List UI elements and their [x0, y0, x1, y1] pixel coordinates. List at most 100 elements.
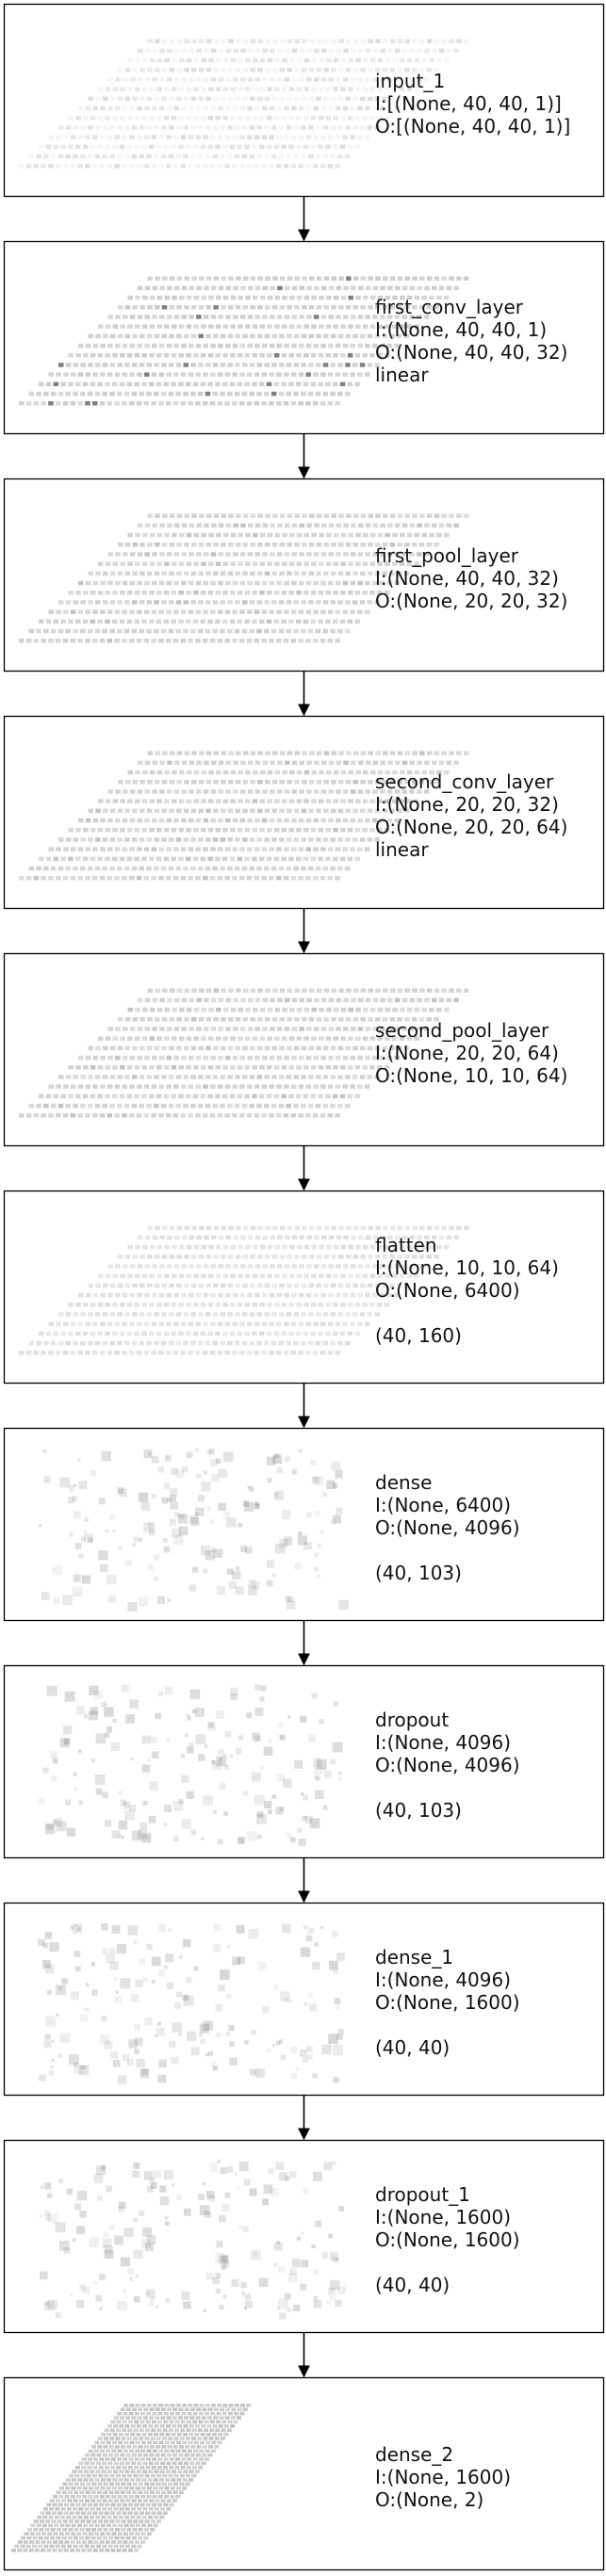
activation-cell [254, 1027, 260, 1031]
activation-cell [153, 1576, 158, 1581]
activation-cell [120, 1065, 125, 1070]
activation-cell [82, 2494, 88, 2499]
activation-cell [164, 1244, 170, 1250]
activation-cell [204, 48, 209, 54]
layer-viz-shape: (40, 160) [375, 1324, 462, 1347]
activation-cell [149, 1331, 155, 1337]
activation-cell [197, 391, 204, 397]
activation-cell [362, 799, 369, 803]
activation-cell [319, 1036, 324, 1041]
activation-cell [333, 532, 339, 538]
activation-cell [350, 1264, 356, 1269]
activation-cell [60, 144, 66, 150]
activation-cell [305, 105, 312, 111]
activation-cell [222, 799, 229, 803]
activation-cell [168, 2473, 173, 2478]
activation-cell [72, 2515, 77, 2519]
activation-cell [406, 87, 413, 91]
activation-cell [158, 847, 164, 851]
activation-cell [107, 2499, 113, 2503]
activation-cell [100, 818, 106, 823]
activation-cell [146, 1283, 153, 1288]
activation-cell [109, 2225, 115, 2230]
activation-cell [336, 552, 341, 557]
activation-cell [88, 333, 93, 339]
activation-cell [288, 1303, 294, 1307]
activation-cell [175, 866, 181, 871]
activation-cell [156, 2490, 160, 2494]
activation-cell [434, 780, 439, 785]
activation-cell [117, 808, 123, 814]
activation-cell [75, 1926, 81, 1932]
activation-cell [95, 363, 101, 367]
activation-cell [242, 1075, 248, 1079]
activation-cell [267, 1065, 272, 1070]
activation-cell [340, 561, 346, 566]
activation-cell [85, 401, 90, 406]
activation-cell [220, 1103, 225, 1109]
activation-cell [85, 1292, 91, 1298]
activation-cell [365, 997, 371, 1003]
activation-cell [106, 372, 113, 377]
activation-cell [265, 1017, 270, 1022]
activation-cell [107, 343, 113, 348]
activation-cell [296, 144, 302, 150]
activation-cell [345, 305, 352, 310]
activation-cell [372, 1264, 378, 1269]
activation-cell [323, 1225, 330, 1230]
activation-cell [412, 751, 418, 755]
activation-cell [112, 381, 118, 387]
activation-cell [131, 154, 138, 159]
activation-cell [139, 1958, 146, 1965]
activation-cell [252, 828, 257, 833]
activation-cell [210, 2449, 216, 2453]
activation-cell [318, 1065, 324, 1070]
layer-box [3, 2139, 605, 2334]
activation-cell [74, 2490, 79, 2494]
activation-cell [221, 780, 226, 785]
activation-cell [347, 1303, 353, 1307]
activation-cell [322, 391, 328, 397]
activation-cell [220, 2167, 227, 2175]
activation-cell [290, 1351, 297, 1355]
activation-cell [303, 828, 309, 833]
activation-cell [342, 1055, 349, 1061]
activation-cell [124, 333, 130, 339]
activation-cell [145, 2466, 151, 2470]
activation-cell [220, 628, 225, 634]
activation-cell [316, 513, 322, 518]
activation-cell [181, 2291, 190, 2300]
activation-cell [141, 1273, 148, 1278]
activation-cell [299, 343, 304, 348]
activation-cell [106, 164, 113, 169]
activation-cell [229, 2057, 237, 2066]
activation-cell [247, 343, 253, 348]
activation-cell [100, 1292, 106, 1298]
activation-cell [250, 571, 255, 576]
activation-cell [243, 2179, 251, 2186]
activation-cell [88, 1537, 93, 1543]
activation-cell [162, 513, 168, 518]
activation-cell [146, 628, 152, 634]
layer-output-shape: O:(None, 6400) [375, 1279, 520, 1302]
activation-cell [65, 628, 71, 634]
activation-cell [377, 770, 384, 775]
activation-cell [203, 818, 209, 823]
activation-cell [158, 401, 164, 406]
activation-cell [98, 799, 104, 803]
activation-cell [203, 1055, 209, 1061]
activation-cell [310, 381, 317, 387]
activation-cell [235, 1017, 241, 1022]
activation-cell [221, 68, 226, 73]
activation-cell [279, 1017, 286, 1022]
activation-cell [409, 48, 416, 54]
activation-cell [254, 285, 261, 291]
activation-cell [97, 828, 104, 833]
activation-cell [350, 77, 356, 82]
layer-output-shape: O:[(None, 40, 40, 1)] [375, 115, 570, 138]
activation-cell [107, 2544, 113, 2549]
activation-cell [310, 828, 317, 833]
activation-cell [208, 561, 214, 566]
activation-cell [256, 96, 263, 102]
activation-cell [139, 96, 145, 102]
